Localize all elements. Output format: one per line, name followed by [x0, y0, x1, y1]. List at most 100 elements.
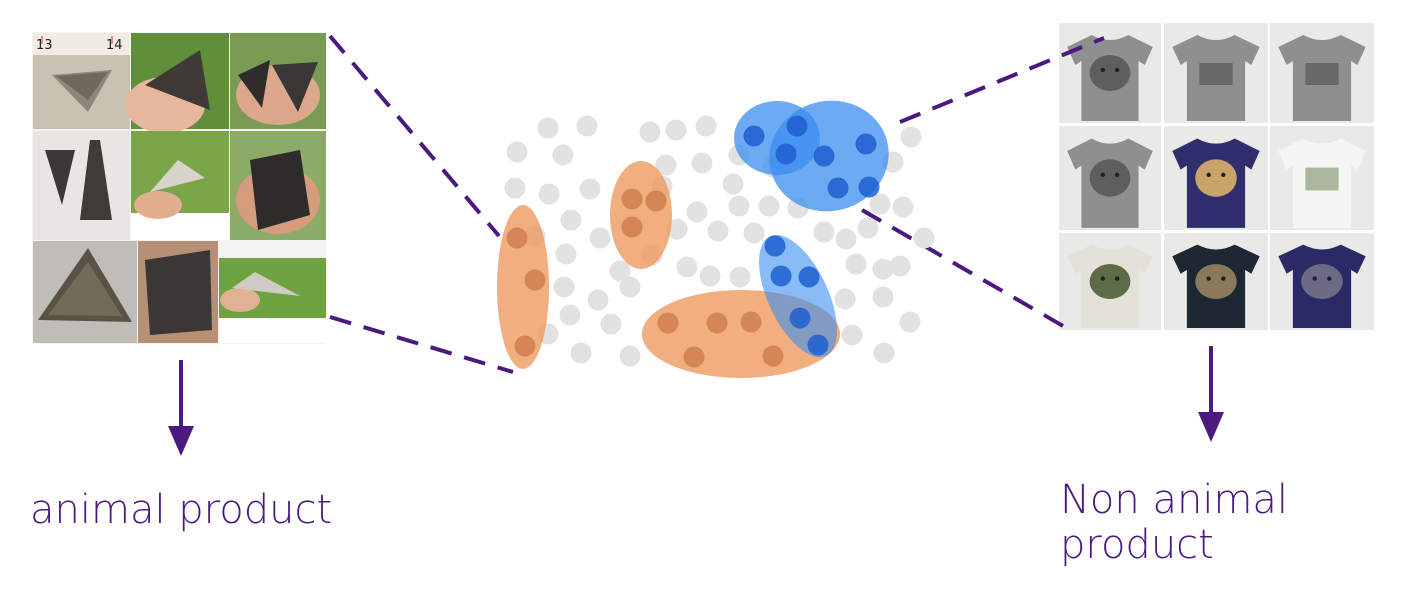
embedding-point: [900, 126, 922, 148]
embedding-point: [559, 304, 581, 326]
wolf-tshirt-photo: [1164, 233, 1268, 330]
shark-tooth-grass-photo: [219, 258, 326, 343]
embedding-point: [587, 289, 609, 311]
embedding-point: [834, 288, 856, 310]
embedding-point: [873, 342, 895, 364]
embedding-point: [537, 117, 559, 139]
orange-cluster-tall: [497, 205, 549, 369]
embedding-point: [695, 115, 717, 137]
embedding-point: [506, 141, 528, 163]
shark-tooth-large-gray-photo: [33, 241, 137, 343]
embedding-point: [691, 152, 713, 174]
embedding-point: [913, 227, 935, 249]
shark-tooth-ruler-photo: 13 14: [33, 33, 130, 129]
arrow-left: [168, 360, 194, 456]
blue-cluster-point: [789, 307, 811, 329]
embedding-point: [869, 193, 891, 215]
embedding-point: [892, 196, 914, 218]
orange-cluster-point: [621, 188, 643, 210]
embedding-point: [743, 222, 765, 244]
blue-cluster-point: [813, 145, 835, 167]
embedding-point: [570, 342, 592, 364]
left-bottom-connector: [329, 315, 514, 374]
orange-cluster-point: [683, 346, 705, 368]
embedding-point: [899, 311, 921, 333]
orange-cluster-point: [706, 312, 728, 334]
wolf-tshirt-image-grid: [1058, 22, 1374, 334]
shark-tooth-leaf-photo: [125, 33, 229, 133]
embedding-point: [576, 115, 598, 137]
shark-teeth-handful-photo: [138, 241, 218, 343]
embedding-point: [857, 217, 879, 239]
right-top-connector: [899, 36, 1105, 124]
embedding-point: [609, 260, 631, 282]
blue-cluster-point: [786, 115, 808, 137]
blue-cluster-point: [855, 133, 877, 155]
embedding-point: [841, 324, 863, 346]
wolf-tshirt-photo: [1164, 126, 1268, 230]
svg-text:13: 13: [36, 38, 53, 53]
right-bottom-connector: [861, 208, 1071, 332]
blue-cluster-point: [827, 177, 849, 199]
embedding-point: [835, 228, 857, 250]
blue-cluster-point: [743, 125, 765, 147]
embedding-point: [872, 258, 894, 280]
embedding-point: [665, 119, 687, 141]
embedding-point: [699, 265, 721, 287]
orange-cluster-point: [514, 335, 536, 357]
wolf-tshirt-photo: [1270, 23, 1374, 123]
embedding-point: [686, 201, 708, 223]
embedding-point: [729, 266, 751, 288]
blue-cluster-diagonal: [759, 234, 837, 358]
embedding-point: [845, 253, 867, 275]
embedding-point: [579, 178, 601, 200]
embedding-point: [722, 173, 744, 195]
wolf-tshirt-photo: [1059, 126, 1161, 230]
embedding-point: [552, 144, 574, 166]
blue-cluster-point: [807, 334, 829, 356]
wolf-tshirt-photo: [1059, 23, 1161, 123]
blue-cluster-point: [764, 235, 786, 257]
shark-teeth-pile-hand-photo: [230, 131, 326, 240]
embedding-point: [504, 177, 526, 199]
embedding-point: [676, 256, 698, 278]
embedding-point: [889, 255, 911, 277]
blue-cluster-point: [775, 143, 797, 165]
orange-cluster-point: [524, 269, 546, 291]
orange-cluster-small: [610, 161, 672, 269]
embedding-point: [728, 195, 750, 217]
wolf-tshirt-photo: [1164, 23, 1268, 123]
orange-cluster-point: [645, 190, 667, 212]
embedding-point: [619, 276, 641, 298]
embedding-point: [538, 183, 560, 205]
embedding-point: [655, 154, 677, 176]
blue-cluster-point: [798, 266, 820, 288]
embedding-point: [560, 209, 582, 231]
embedding-point: [758, 195, 780, 217]
embedding-point: [619, 345, 641, 367]
embedding-point: [666, 218, 688, 240]
embedding-point: [872, 286, 894, 308]
svg-text:14: 14: [106, 38, 123, 53]
blue-cluster-point: [770, 265, 792, 287]
embedding-point: [555, 243, 577, 265]
left-top-connector: [328, 34, 501, 238]
wolf-tshirt-photo: [1270, 233, 1374, 330]
embedding-point: [707, 220, 729, 242]
wolf-tshirt-photo: [1270, 126, 1374, 230]
orange-cluster-point: [506, 227, 528, 249]
orange-cluster-point: [657, 312, 679, 334]
orange-cluster-point: [762, 345, 784, 367]
orange-cluster-points: [506, 188, 784, 368]
embedding-point: [589, 227, 611, 249]
animal-product-label: animal product: [30, 487, 333, 533]
embedding-point: [553, 276, 575, 298]
non-animal-product-label: Non animal product: [1060, 477, 1289, 568]
arrow-right: [1198, 346, 1224, 442]
orange-cluster-point: [621, 216, 643, 238]
embedding-point: [639, 121, 661, 143]
embedding-point: [813, 221, 835, 243]
blue-cluster-point: [858, 176, 880, 198]
